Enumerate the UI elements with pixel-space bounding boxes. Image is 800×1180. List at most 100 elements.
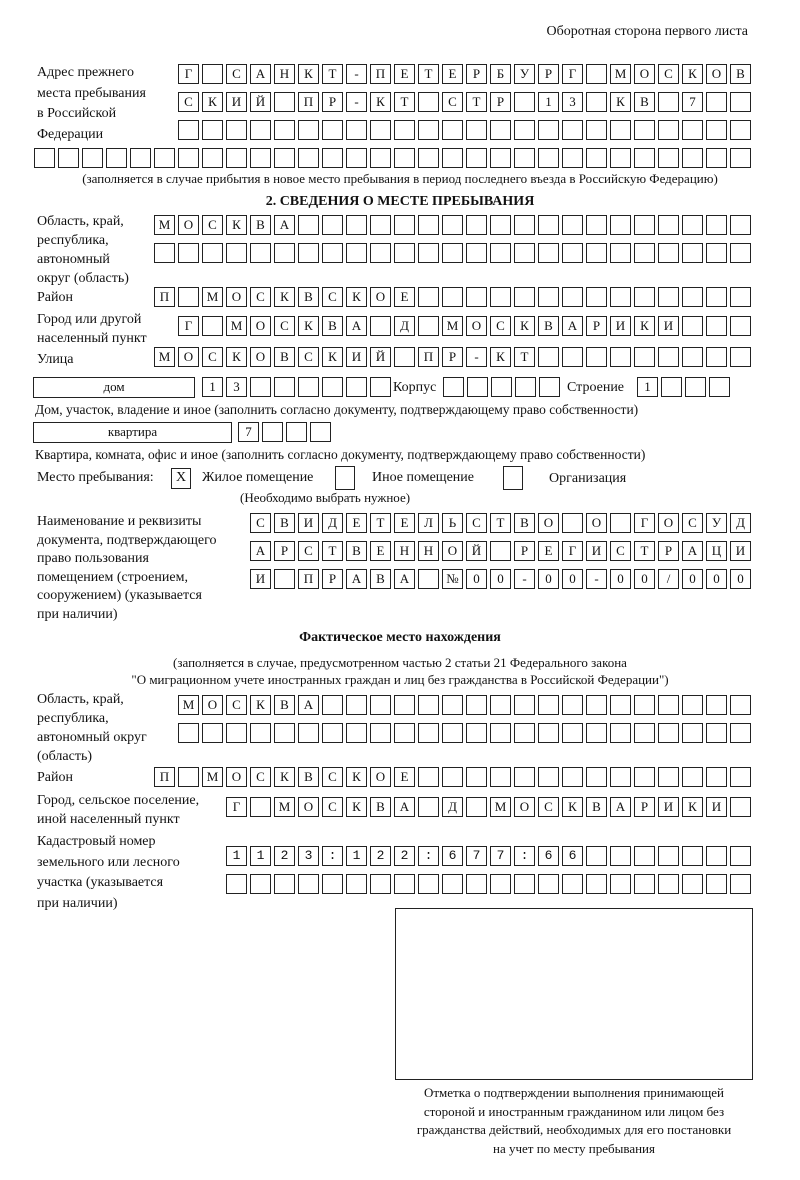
char-cell[interactable] [538,243,559,263]
char-cell[interactable] [34,148,55,168]
stay-option-checkbox[interactable] [503,466,523,490]
char-cell[interactable]: К [226,347,247,367]
char-cell[interactable]: А [250,64,271,84]
char-cell[interactable] [418,120,439,140]
char-cell[interactable] [730,846,751,866]
char-cell[interactable]: К [226,215,247,235]
char-cell[interactable]: М [274,797,295,817]
char-cell[interactable]: Р [442,347,463,367]
char-cell[interactable]: К [346,767,367,787]
char-cell[interactable] [610,846,631,866]
char-cell[interactable] [370,148,391,168]
char-cell[interactable] [394,120,415,140]
char-cell[interactable]: Е [538,541,559,561]
char-cell[interactable]: К [370,92,391,112]
char-cell[interactable] [466,767,487,787]
char-cell[interactable] [634,120,655,140]
char-cell[interactable] [610,723,631,743]
char-cell[interactable]: П [370,64,391,84]
char-cell[interactable] [682,287,703,307]
char-cell[interactable] [562,767,583,787]
char-cell[interactable] [310,422,331,442]
char-cell[interactable] [418,316,439,336]
char-cell[interactable] [202,148,223,168]
char-cell[interactable]: В [370,797,391,817]
char-cell[interactable] [610,347,631,367]
char-cell[interactable] [490,148,511,168]
char-cell[interactable]: М [226,316,247,336]
char-cell[interactable] [394,215,415,235]
char-cell[interactable] [538,846,559,866]
char-cell[interactable]: К [346,287,367,307]
char-cell[interactable] [658,287,679,307]
char-cell[interactable]: - [346,64,367,84]
char-cell[interactable] [658,874,679,894]
char-cell[interactable] [730,797,751,817]
char-cell[interactable] [730,215,751,235]
char-cell[interactable] [490,120,511,140]
char-cell[interactable] [274,874,295,894]
char-cell[interactable] [538,874,559,894]
char-cell[interactable]: Г [226,797,247,817]
char-cell[interactable] [226,846,247,866]
char-cell[interactable]: О [538,513,559,533]
char-cell[interactable]: О [226,767,247,787]
char-cell[interactable]: К [298,64,319,84]
char-cell[interactable] [682,215,703,235]
char-cell[interactable] [178,723,199,743]
korpus-row[interactable] [443,377,563,397]
char-cell[interactable]: В [274,347,295,367]
char-cell[interactable]: 0 [706,569,727,589]
char-cell[interactable]: Р [490,92,511,112]
char-cell[interactable] [538,695,559,715]
char-cell[interactable] [586,723,607,743]
char-cell[interactable]: 1 [202,377,223,397]
char-cell[interactable]: В [322,316,343,336]
cadastre-row-1[interactable]: 1123:122:677:66 [226,846,754,866]
char-cell[interactable] [298,243,319,263]
char-cell[interactable] [658,723,679,743]
char-cell[interactable] [586,243,607,263]
char-cell[interactable] [202,723,223,743]
char-cell[interactable]: Г [634,513,655,533]
char-cell[interactable] [490,846,511,866]
char-cell[interactable] [346,120,367,140]
char-cell[interactable] [706,287,727,307]
char-cell[interactable] [466,874,487,894]
char-cell[interactable] [226,723,247,743]
char-cell[interactable]: И [706,797,727,817]
char-cell[interactable]: Т [514,347,535,367]
char-cell[interactable]: Ь [442,513,463,533]
char-cell[interactable]: С [658,64,679,84]
char-cell[interactable] [730,874,751,894]
char-cell[interactable] [466,120,487,140]
char-cell[interactable]: Д [730,513,751,533]
char-cell[interactable] [634,846,655,866]
char-cell[interactable] [634,347,655,367]
actual-region-row-2[interactable] [178,723,754,743]
char-cell[interactable]: С [202,347,223,367]
char-cell[interactable] [442,723,463,743]
char-cell[interactable]: В [298,767,319,787]
char-cell[interactable] [322,215,343,235]
char-cell[interactable] [274,120,295,140]
char-cell[interactable]: Ц [706,541,727,561]
char-cell[interactable] [250,148,271,168]
char-cell[interactable] [610,243,631,263]
char-cell[interactable] [178,148,199,168]
char-cell[interactable] [538,723,559,743]
stay-option-checkbox[interactable]: X [171,468,191,489]
char-cell[interactable]: И [586,541,607,561]
char-cell[interactable]: С [298,347,319,367]
char-cell[interactable] [538,120,559,140]
char-cell[interactable]: К [274,287,295,307]
char-cell[interactable] [586,767,607,787]
char-cell[interactable] [346,695,367,715]
char-cell[interactable] [418,874,439,894]
char-cell[interactable]: В [538,316,559,336]
char-cell[interactable]: 3 [226,377,247,397]
char-cell[interactable]: С [610,541,631,561]
prev-address-row-3[interactable] [178,120,754,140]
char-cell[interactable]: Р [658,541,679,561]
